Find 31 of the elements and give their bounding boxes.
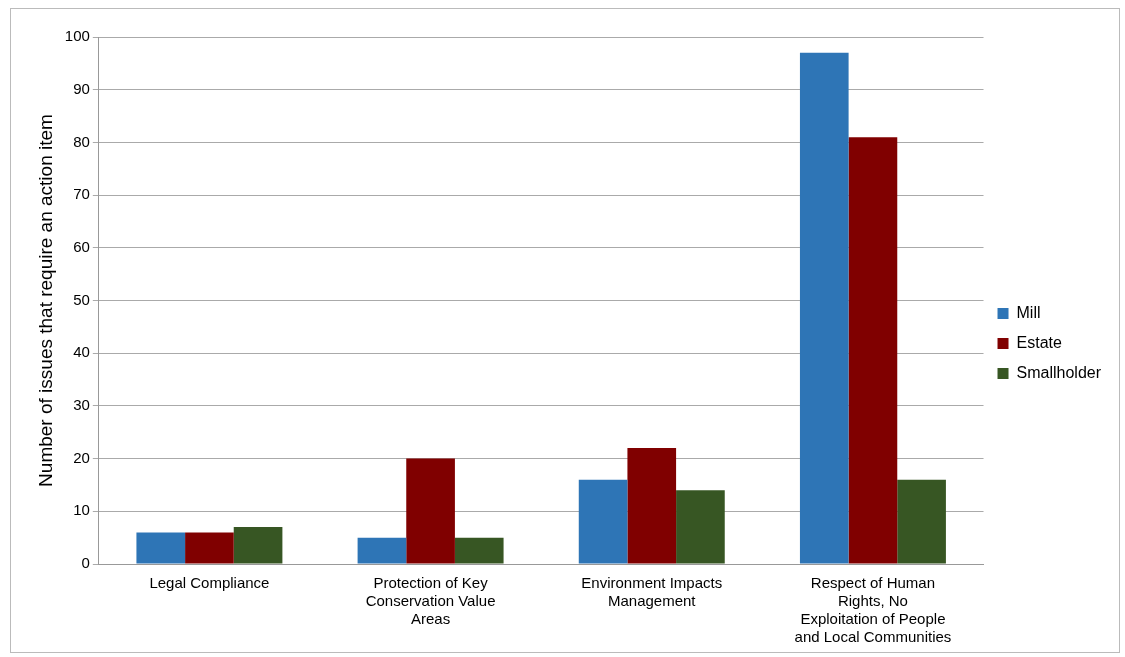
y-tick-label: 20 [73, 448, 90, 466]
x-tick-label: Legal Compliance [149, 574, 270, 592]
legend-label: Smallholder [1016, 363, 1102, 381]
legend-label: Estate [1016, 333, 1062, 351]
y-tick-label: 30 [73, 396, 90, 414]
x-tick-label: Protection of Key Conservation Value Areas [365, 574, 496, 628]
y-axis-title: Number of issues that require an action item [34, 114, 56, 487]
y-tick-label: 70 [73, 185, 90, 203]
bar [799, 52, 849, 564]
bar [136, 532, 186, 564]
y-tick-label: 40 [73, 343, 90, 361]
bar [578, 479, 628, 564]
bar [848, 137, 898, 564]
x-tick-label: Environment Impacts Management [581, 574, 723, 610]
bar [185, 532, 234, 564]
y-tick-label: 0 [81, 554, 90, 572]
bar [357, 537, 407, 564]
x-tick-label: Respect of Human Rights, No Exploitation of People and Local Communities [794, 574, 952, 646]
legend-label: Mill [1016, 303, 1041, 321]
y-tick-label: 80 [73, 132, 90, 150]
bar [676, 490, 725, 564]
bar [233, 527, 283, 564]
y-tick-label: 10 [73, 501, 90, 519]
y-tick-label: 50 [73, 290, 90, 308]
y-tick-label: 60 [73, 237, 90, 255]
bar [454, 537, 504, 564]
bar [406, 458, 455, 564]
bar [627, 448, 677, 564]
y-tick-label: 100 [64, 27, 90, 45]
bar [897, 479, 946, 564]
y-tick-label: 90 [73, 79, 90, 97]
